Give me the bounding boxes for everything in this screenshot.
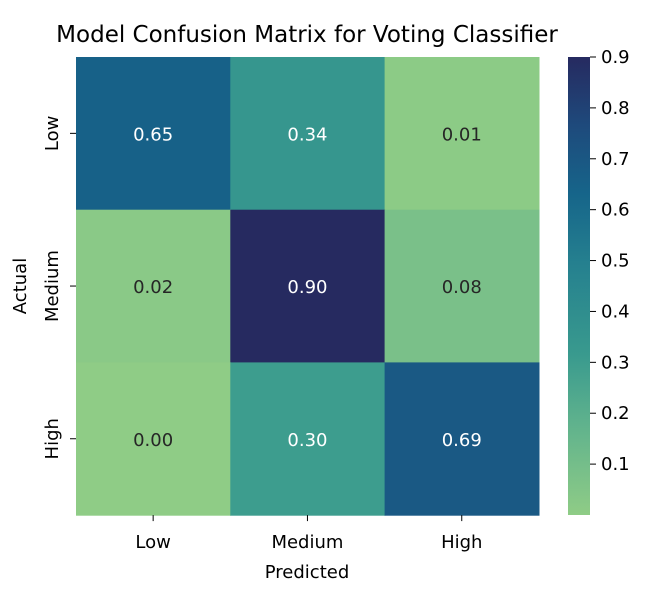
colorbar-tick-label: 0.5	[601, 251, 630, 272]
heatmap-cell-high-high	[384, 362, 540, 516]
heatmap-cell-medium-low	[76, 209, 231, 363]
colorbar-tick-label: 0.4	[601, 301, 630, 322]
y-axis-label: Actual	[10, 258, 31, 314]
x-tick-label: Medium	[271, 532, 343, 553]
heatmap-cell-high-low	[76, 362, 231, 516]
y-tick-label: Low	[42, 116, 63, 151]
x-axis-ticks: Low Medium High	[135, 515, 482, 553]
y-tick-label: Medium	[42, 250, 63, 322]
y-axis-ticks: Low Medium High	[42, 116, 76, 459]
colorbar-tick-label: 0.9	[601, 47, 630, 68]
colorbar-tick-label: 0.7	[601, 149, 630, 170]
colorbar-ticks: 0.1 0.2 0.3 0.4 0.5 0.6 0.7 0.8 0.9	[590, 47, 630, 475]
colorbar-tick-label: 0.6	[601, 200, 630, 221]
cell-value-label: 0.02	[133, 277, 173, 298]
colorbar-tick-label: 0.3	[601, 352, 630, 373]
x-tick-label: High	[441, 532, 482, 553]
heatmap-cell-labels: 0.65 0.34 0.01 0.02 0.90 0.08 0.00 0.30 0.69	[133, 124, 482, 450]
colorbar-tick-label: 0.2	[601, 403, 630, 424]
colorbar	[568, 57, 590, 515]
heatmap-cell-medium-high	[384, 209, 540, 363]
cell-value-label: 0.34	[287, 124, 327, 145]
cell-value-label: 0.01	[442, 124, 482, 145]
cell-value-label: 0.30	[287, 430, 327, 451]
cell-value-label: 0.90	[287, 277, 327, 298]
cell-value-label: 0.00	[133, 430, 173, 451]
heatmap-cell-low-low	[76, 57, 231, 211]
heatmap-cells	[76, 57, 540, 516]
colorbar-tick-label: 0.8	[601, 98, 630, 119]
cell-value-label: 0.65	[133, 124, 173, 145]
y-tick-label: High	[42, 418, 63, 459]
heatmap-cell-high-medium	[230, 362, 386, 516]
heatmap-cell-medium-medium	[230, 209, 386, 363]
heatmap-cell-low-medium	[230, 57, 386, 211]
cell-value-label: 0.69	[442, 430, 482, 451]
colorbar-tick-label: 0.1	[601, 454, 630, 475]
cell-value-label: 0.08	[442, 277, 482, 298]
chart-title: Model Confusion Matrix for Voting Classi…	[56, 22, 558, 48]
heatmap-cell-low-high	[384, 57, 540, 211]
x-axis-label: Predicted	[265, 562, 350, 583]
x-tick-label: Low	[135, 532, 170, 553]
